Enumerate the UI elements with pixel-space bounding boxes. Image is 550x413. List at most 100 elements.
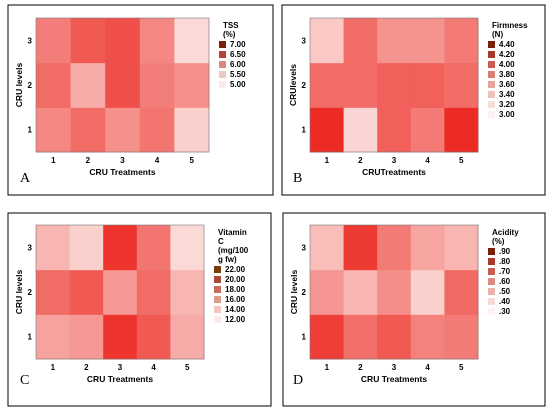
y-tick-label: 2 [28,81,33,90]
y-tick-label: 3 [302,36,307,45]
heatmap-cell [377,62,412,108]
x-tick-label: 5 [185,363,190,372]
heatmap-border [35,224,205,360]
legend-swatch [488,268,495,275]
x-axis-title: CRU Treatments [89,167,155,177]
x-tick-label: 3 [392,156,397,165]
panel-frame [282,212,546,407]
x-tick-label: 3 [392,363,397,372]
heatmap-cell [410,269,445,315]
legend-swatch [488,308,495,315]
x-tick-label: 2 [86,156,91,165]
heatmap-cell [136,269,171,315]
heatmap-cell [36,62,72,108]
panel-frame [7,212,272,407]
x-axis-title: CRU Treatments [361,374,427,384]
x-tick-label: 4 [425,156,430,165]
heatmap-cell [139,107,175,153]
heatmap-cell [410,225,445,271]
x-tick-label: 5 [459,156,464,165]
heatmap-cell [444,62,479,108]
y-axis-title: CRUlevels [288,64,298,106]
heatmap-cell [36,225,71,271]
heatmap-cell [69,225,104,271]
legend-label: .30 [499,307,511,316]
heatmap-cell [343,314,378,360]
x-tick-label: 3 [120,156,125,165]
y-tick-label: 2 [302,81,307,90]
y-tick-label: 1 [28,126,33,135]
heatmap-cell [410,62,445,108]
legend-label: 3.80 [499,70,515,79]
x-tick-label: 1 [325,363,330,372]
heatmap-cell [139,18,175,64]
legend-swatch [214,286,221,293]
legend-swatch [488,258,495,265]
x-tick-label: 4 [155,156,160,165]
y-tick-label: 1 [28,333,33,342]
legend-title: (%) [223,30,236,39]
heatmap-border [309,224,479,360]
legend-label: 3.60 [499,80,515,89]
legend-title: Firmness [492,21,528,30]
legend-title: C [218,237,224,246]
legend: Acidity(%).90.80.70.60.50.40.30 [488,228,519,316]
x-tick-label: 3 [118,363,123,372]
heatmap-cell [444,269,479,315]
heatmap-cell [343,62,378,108]
heatmap-cell [174,107,210,153]
heatmap-cell [136,314,171,360]
legend-label: 3.40 [499,90,515,99]
heatmap-cell [343,18,378,64]
heatmap-cell [70,62,106,108]
y-axis-title: CRU levels [14,270,24,315]
heatmap-cell [444,107,479,153]
legend-title: TSS [223,21,239,30]
legend-title: (mg/100 [218,246,249,255]
x-axis-title: CRU Treatments [87,374,153,384]
panel-b: 1 2 3 4 5 1 2 3 CRUTreatments CRUlevels B Firmness(… [281,4,546,196]
y-tick-label: 3 [28,243,33,252]
legend-label: 5.50 [230,70,246,79]
legend-swatch [219,81,226,88]
legend-swatch [488,81,495,88]
heatmap-cell [444,18,479,64]
legend-swatch [488,278,495,285]
heatmap-cell [139,62,175,108]
heatmap-cell [69,269,104,315]
heatmap-cell [105,107,141,153]
legend-label: .90 [499,247,511,256]
legend-label: 4.20 [499,50,515,59]
heatmap-cell [377,107,412,153]
legend-swatch [488,61,495,68]
legend-label: 5.00 [230,80,246,89]
legend-title: (%) [492,237,505,246]
x-tick-label: 5 [189,156,194,165]
x-tick-label: 1 [325,156,330,165]
panel-letter: B [293,171,302,186]
heatmap-cell [410,107,445,153]
heatmap-border [35,17,210,153]
legend-swatch [488,298,495,305]
x-tick-label: 2 [84,363,89,372]
legend-swatch [219,61,226,68]
panel-letter: A [20,171,31,186]
panel-frame [7,4,274,196]
legend-swatch [214,296,221,303]
heatmap-cell [103,269,138,315]
heatmap-cell [36,269,71,315]
heatmap-cell [377,314,412,360]
legend-swatch [214,266,221,273]
heatmap-cells [310,225,479,360]
legend-label: .50 [499,287,511,296]
legend-swatch [488,101,495,108]
y-axis-title: CRU levels [14,63,24,108]
legend-label: 3.00 [499,110,515,119]
x-tick-label: 1 [51,156,56,165]
heatmap-cell [70,18,106,64]
legend-label: .60 [499,277,511,286]
heatmap-cell [343,269,378,315]
